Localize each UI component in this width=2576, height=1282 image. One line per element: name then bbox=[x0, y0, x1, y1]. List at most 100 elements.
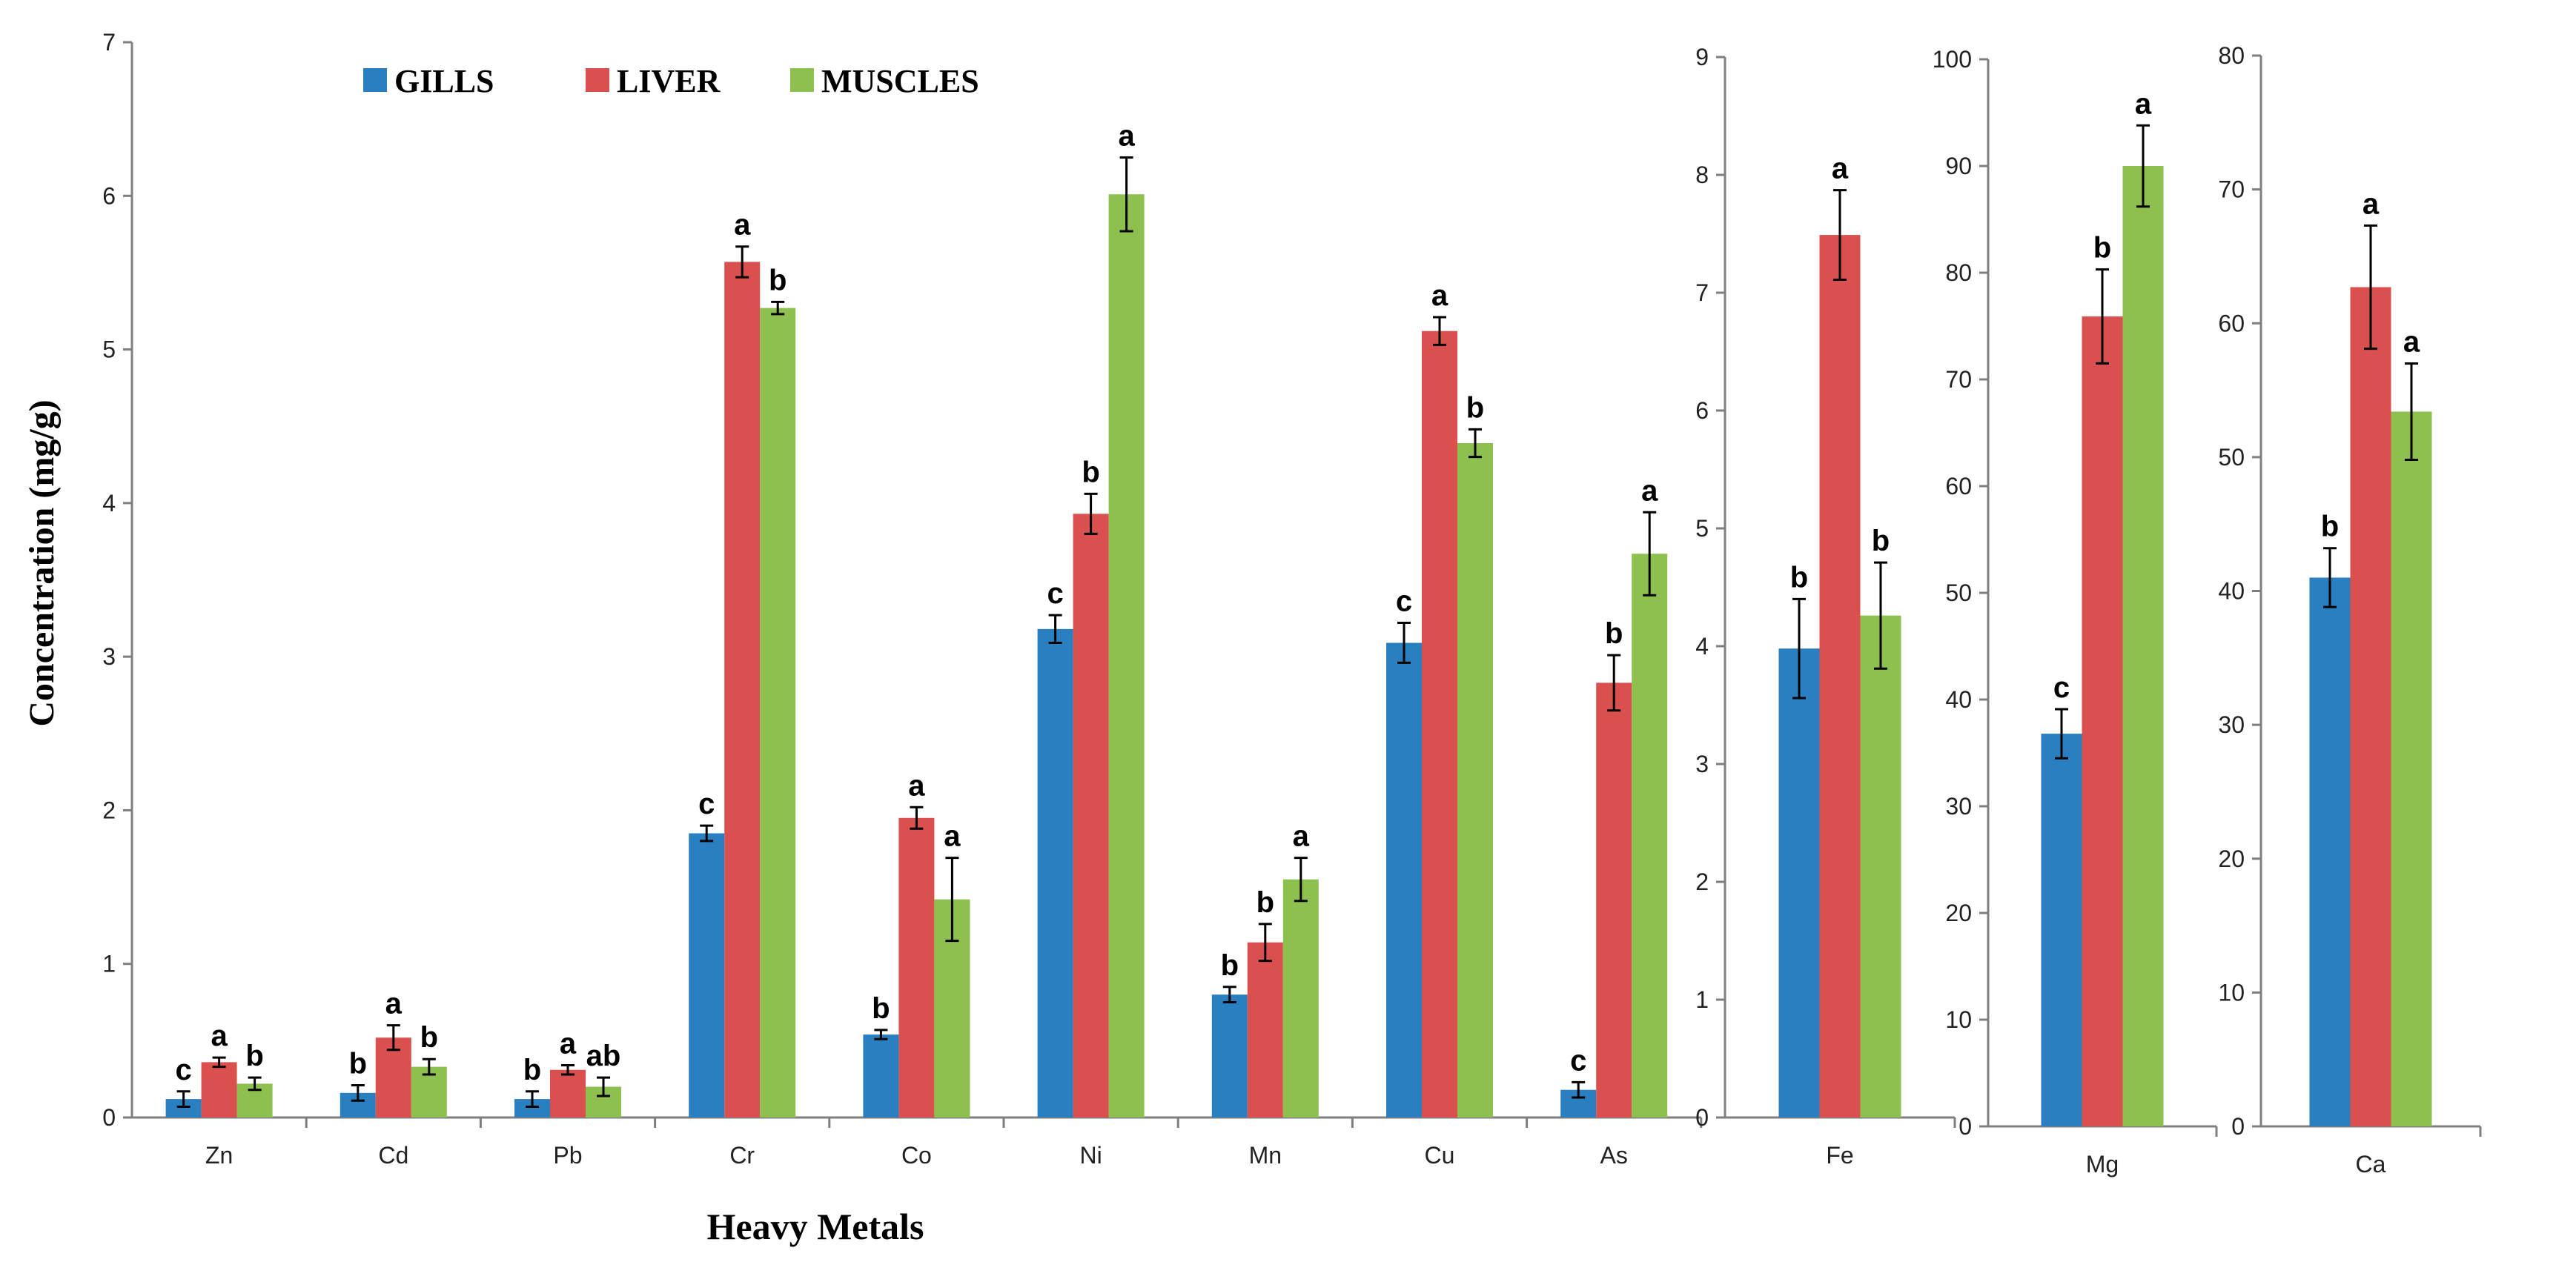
y-tick-label: 40 bbox=[2218, 578, 2245, 605]
y-tick-label: 2 bbox=[1695, 868, 1709, 895]
y-tick-label: 30 bbox=[2218, 711, 2245, 738]
significance-letter-liver-Cr: a bbox=[734, 209, 751, 242]
y-tick-label: 3 bbox=[102, 643, 116, 670]
chart-panel-3: 0 10 20 30 40 50 60 70 80 90 100 Mg c b a bbox=[1933, 46, 2218, 1178]
significance-letter-gills-Cd: b bbox=[349, 1047, 367, 1080]
significance-letter-muscles-Mg: a bbox=[2135, 87, 2152, 120]
bar-gills-Co bbox=[863, 1034, 899, 1117]
y-tick-label: 0 bbox=[1959, 1113, 1972, 1140]
bar-liver-Pb bbox=[550, 1069, 586, 1117]
y-tick-label: 50 bbox=[2218, 444, 2245, 471]
bar-liver-Mg bbox=[2082, 316, 2123, 1126]
x-tick-label-Co: Co bbox=[901, 1142, 932, 1169]
y-tick-label: 8 bbox=[1695, 162, 1709, 188]
significance-letter-muscles-Co: a bbox=[944, 820, 961, 853]
y-tick-label: 10 bbox=[2218, 979, 2245, 1006]
legend-swatch-gills bbox=[363, 68, 387, 92]
bar-liver-Zn bbox=[201, 1062, 237, 1117]
y-tick-label: 4 bbox=[102, 490, 116, 517]
y-tick-label: 0 bbox=[2231, 1113, 2245, 1140]
significance-letter-muscles-Fe: b bbox=[1872, 525, 1890, 557]
significance-letter-liver-Ni: b bbox=[1082, 456, 1099, 488]
significance-letter-gills-Fe: b bbox=[1790, 561, 1808, 594]
y-tick-label: 20 bbox=[1945, 900, 1972, 926]
bar-liver-Cu bbox=[1422, 331, 1457, 1117]
legend-swatch-liver bbox=[586, 68, 609, 92]
y-tick-label: 7 bbox=[1695, 279, 1709, 306]
bar-liver-Fe bbox=[1819, 235, 1861, 1118]
y-tick-label: 80 bbox=[2218, 42, 2245, 69]
y-tick-label: 100 bbox=[1933, 46, 1972, 73]
bar-muscles-As bbox=[1632, 554, 1668, 1117]
significance-letter-liver-Cd: a bbox=[385, 988, 403, 1020]
bar-liver-Cr bbox=[724, 262, 761, 1117]
significance-letter-liver-Pb: a bbox=[560, 1028, 577, 1060]
x-tick-label-Ca: Ca bbox=[2356, 1151, 2386, 1178]
significance-letter-gills-Ni: c bbox=[1047, 577, 1063, 610]
bar-gills-Mg bbox=[2041, 734, 2082, 1126]
significance-letter-gills-Mn: b bbox=[1221, 949, 1239, 982]
legend-label-gills: GILLS bbox=[394, 63, 494, 99]
legend-swatch-muscles bbox=[790, 68, 814, 92]
bar-gills-Ca bbox=[2309, 577, 2351, 1126]
x-tick-label-Cr: Cr bbox=[729, 1142, 755, 1169]
x-tick-label-Cd: Cd bbox=[378, 1142, 408, 1169]
bar-muscles-Ca bbox=[2391, 411, 2432, 1126]
bar-muscles-Cr bbox=[760, 308, 796, 1118]
significance-letter-liver-Cu: a bbox=[1431, 279, 1448, 312]
bar-liver-Co bbox=[898, 817, 935, 1117]
y-tick-label: 1 bbox=[102, 951, 116, 977]
significance-letter-gills-Co: b bbox=[872, 992, 890, 1025]
y-tick-label: 9 bbox=[1695, 44, 1709, 70]
significance-letter-gills-Mg: c bbox=[2053, 671, 2070, 704]
y-tick-label: 2 bbox=[102, 797, 116, 823]
x-tick-label-Ni: Ni bbox=[1079, 1142, 1102, 1169]
bar-gills-Cu bbox=[1386, 642, 1422, 1117]
legend-label-liver: LIVER bbox=[617, 63, 721, 99]
significance-letter-muscles-Ca: a bbox=[2403, 325, 2420, 358]
significance-letter-liver-As: b bbox=[1605, 617, 1623, 650]
significance-letter-gills-Cr: c bbox=[698, 788, 715, 820]
significance-letter-gills-Ca: b bbox=[2321, 511, 2339, 543]
bar-liver-Ca bbox=[2350, 287, 2391, 1127]
significance-letter-muscles-Pb: ab bbox=[586, 1040, 621, 1072]
legend-label-muscles: MUSCLES bbox=[821, 63, 979, 99]
y-tick-label: 6 bbox=[1695, 397, 1709, 424]
y-tick-label: 30 bbox=[1945, 793, 1972, 820]
significance-letter-muscles-Zn: b bbox=[245, 1040, 263, 1072]
bar-muscles-Ni bbox=[1108, 194, 1145, 1117]
bar-muscles-Cu bbox=[1457, 443, 1493, 1117]
bar-gills-Mn bbox=[1211, 994, 1248, 1117]
y-tick-label: 5 bbox=[1695, 515, 1709, 542]
x-tick-label-Mg: Mg bbox=[2086, 1151, 2119, 1178]
significance-letter-muscles-Ni: a bbox=[1118, 119, 1135, 152]
y-tick-label: 0 bbox=[102, 1104, 116, 1131]
bar-gills-Cr bbox=[689, 833, 725, 1117]
significance-letter-muscles-As: a bbox=[1641, 474, 1658, 507]
legend: GILLS LIVER MUSCLES bbox=[363, 63, 979, 99]
y-tick-label: 50 bbox=[1945, 579, 1972, 606]
y-tick-label: 7 bbox=[102, 29, 116, 56]
bar-gills-Ni bbox=[1037, 628, 1073, 1117]
bar-muscles-Fe bbox=[1860, 615, 1901, 1117]
y-tick-label: 70 bbox=[2218, 176, 2245, 203]
bar-liver-Ni bbox=[1073, 514, 1109, 1117]
bar-muscles-Mn bbox=[1282, 879, 1319, 1117]
significance-letter-liver-Co: a bbox=[908, 769, 925, 802]
significance-letter-gills-Pb: b bbox=[523, 1054, 541, 1086]
y-tick-label: 5 bbox=[102, 336, 116, 363]
bar-liver-Mn bbox=[1247, 942, 1283, 1117]
y-tick-label: 60 bbox=[2218, 310, 2245, 336]
x-tick-label-As: As bbox=[1600, 1142, 1628, 1169]
y-tick-label: 60 bbox=[1945, 473, 1972, 499]
y-tick-label: 6 bbox=[102, 182, 116, 209]
y-tick-label: 4 bbox=[1695, 633, 1709, 660]
significance-letter-muscles-Cr: b bbox=[769, 264, 787, 296]
y-tick-label: 80 bbox=[1945, 259, 1972, 286]
bar-muscles-Mg bbox=[2122, 166, 2164, 1126]
y-tick-label: 70 bbox=[1945, 366, 1972, 393]
x-tick-label-Fe: Fe bbox=[1826, 1142, 1853, 1169]
y-tick-label: 20 bbox=[2218, 846, 2245, 872]
